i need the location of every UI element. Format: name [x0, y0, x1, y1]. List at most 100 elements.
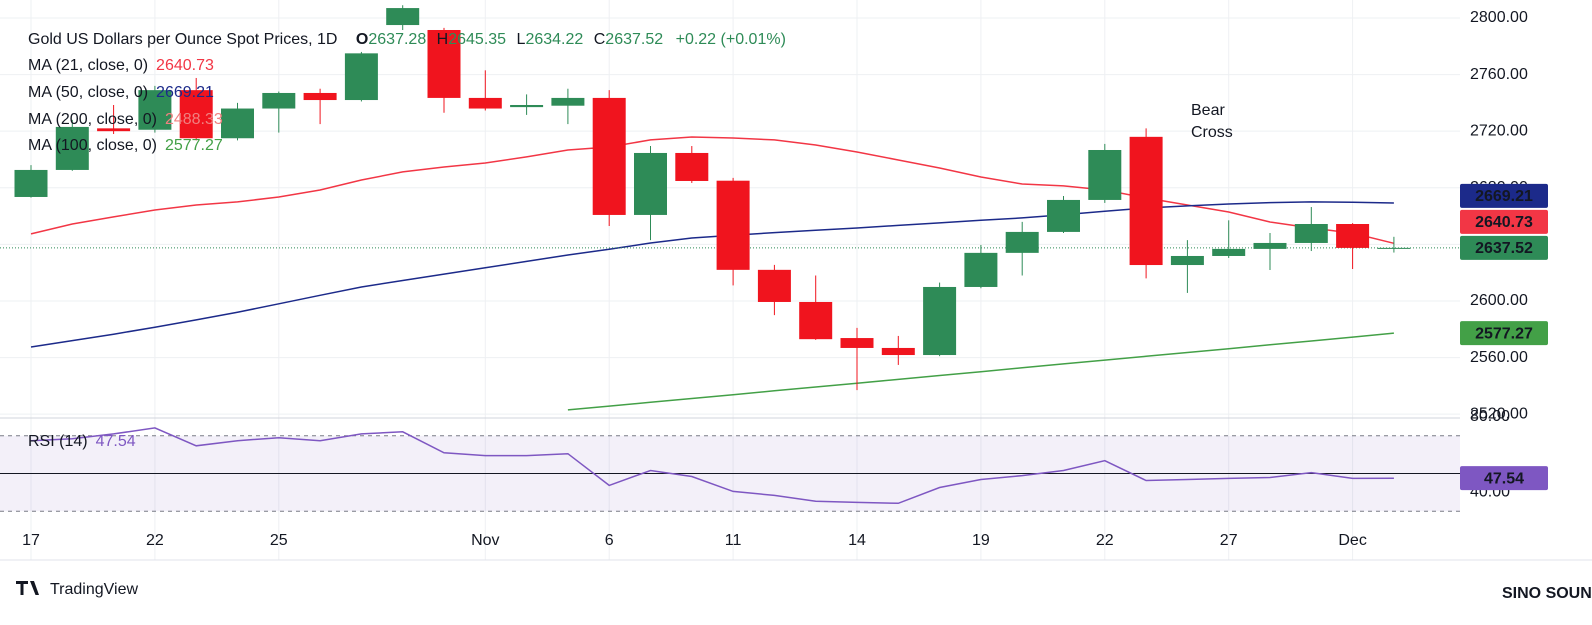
legend-entry: MA (21, close, 0) 2640.73	[28, 57, 214, 74]
y-tick-label: 2600.00	[1470, 292, 1528, 309]
candle-body	[510, 104, 544, 108]
x-tick-label: 27	[1220, 532, 1238, 549]
candle-body	[262, 92, 296, 109]
price-tag-label: 2577.27	[1475, 325, 1533, 342]
ohlc-prefix: L	[517, 31, 526, 48]
candle-body	[468, 97, 502, 109]
candle-body	[427, 29, 461, 98]
ohlc-value: 2637.52	[605, 31, 663, 48]
candle-body	[1047, 199, 1080, 232]
ma-line	[30, 136, 1395, 245]
rsi-tag	[1460, 466, 1548, 491]
ohlc-prefix: O	[356, 31, 368, 48]
annotation: Cross	[1191, 124, 1233, 141]
rsi-tag-label: 47.54	[1484, 470, 1524, 487]
x-tick-label: Nov	[471, 532, 499, 549]
candle-body	[592, 97, 626, 215]
x-tick-label: 11	[725, 532, 742, 549]
candle-body	[1005, 231, 1039, 253]
price-tag-label: 2640.73	[1475, 214, 1533, 231]
legend-name: MA (21, close, 0)	[28, 57, 148, 74]
candle-body	[138, 90, 172, 130]
x-tick-label: Dec	[1338, 532, 1366, 549]
price-tag	[1460, 321, 1548, 346]
ohlc-prefix: C	[594, 31, 606, 48]
legend-header: Gold US Dollars per Ounce Spot Prices, 1…	[28, 31, 786, 48]
rsi-name: RSI (14)	[28, 433, 88, 450]
candle-body	[97, 128, 131, 132]
legend-value: 2577.27	[165, 137, 223, 154]
candle-body	[923, 286, 957, 356]
annotation: Bear	[1191, 102, 1225, 119]
candle-body	[1129, 136, 1163, 266]
candle-body	[1170, 255, 1204, 266]
candle-body	[881, 347, 915, 356]
legend-name: MA (100, close, 0)	[28, 137, 157, 154]
candle-body	[221, 108, 254, 139]
candle-body	[1212, 248, 1246, 256]
candle-body	[675, 152, 709, 181]
candle-body	[179, 90, 213, 139]
candle-body	[964, 252, 998, 287]
legend-entry: MA (50, close, 0) 2669.21	[28, 84, 214, 101]
candle-body	[634, 152, 667, 215]
rsi-tick-label: 80.00	[1470, 408, 1510, 425]
chart-title: Gold US Dollars per Ounce Spot Prices, 1…	[28, 31, 337, 48]
ohlc-value: 2637.28	[368, 31, 426, 48]
brand-icon	[16, 581, 39, 595]
y-tick-label: 2560.00	[1470, 349, 1528, 366]
rsi-value: 47.54	[96, 433, 136, 450]
x-tick-label: 25	[270, 532, 288, 549]
legend-entry: MA (100, close, 0) 2577.27	[28, 137, 223, 154]
candle-body	[14, 169, 48, 197]
y-tick-label: 2800.00	[1470, 9, 1528, 26]
candle-body	[1294, 223, 1328, 243]
ma-line	[567, 332, 1394, 411]
candle-body	[303, 92, 337, 101]
candle-body	[551, 97, 585, 106]
legend-entry: MA (200, close, 0) 2488.33	[28, 111, 223, 128]
y-tick-label: 2520.00	[1470, 405, 1528, 422]
x-tick-label: 22	[146, 532, 164, 549]
change-label: +0.22 (+0.01%)	[676, 31, 786, 48]
legend-value: 2669.21	[156, 84, 214, 101]
price-tag-label: 2637.52	[1475, 240, 1533, 257]
legend-name: MA (50, close, 0)	[28, 84, 148, 101]
price-tag	[1460, 209, 1548, 234]
x-tick-label: 19	[972, 532, 990, 549]
brand-logo: TradingView	[16, 581, 138, 598]
ma-line	[30, 201, 1394, 348]
candle-body	[840, 338, 874, 348]
candle-body	[344, 53, 378, 101]
y-tick-label: 2760.00	[1470, 66, 1528, 83]
legend-name: MA (200, close, 0)	[28, 111, 157, 128]
candle-body	[1253, 242, 1287, 249]
price-tag	[1460, 183, 1548, 208]
candle-body	[386, 8, 420, 26]
rsi-pane	[0, 427, 1460, 512]
brand-name: TradingView	[50, 581, 138, 598]
ohlc-value: 2634.22	[525, 31, 583, 48]
legend-value: 2640.73	[156, 57, 214, 74]
rsi-legend: RSI (14) 47.54	[28, 433, 136, 450]
candle-body	[55, 126, 89, 170]
candle-body	[799, 301, 833, 340]
candle-body	[1336, 223, 1370, 248]
rsi-line	[30, 427, 1394, 505]
x-tick-label: 14	[848, 532, 866, 549]
x-tick-label: 17	[22, 532, 40, 549]
watermark: SINO SOUND	[1502, 585, 1592, 602]
x-tick-label: 22	[1096, 532, 1114, 549]
candle-body	[1377, 247, 1411, 249]
candle-body	[757, 269, 791, 302]
ohlc-prefix: H	[437, 31, 449, 48]
candle-body	[1088, 149, 1122, 200]
ohlc-value: 2645.35	[448, 31, 506, 48]
price-pane	[0, 5, 1460, 411]
y-tick-label: 2720.00	[1470, 122, 1528, 139]
x-tick-label: 6	[605, 532, 614, 549]
candle-body	[716, 180, 750, 270]
price-tag-label: 2669.21	[1475, 188, 1533, 205]
legend-value: 2488.33	[165, 111, 223, 128]
